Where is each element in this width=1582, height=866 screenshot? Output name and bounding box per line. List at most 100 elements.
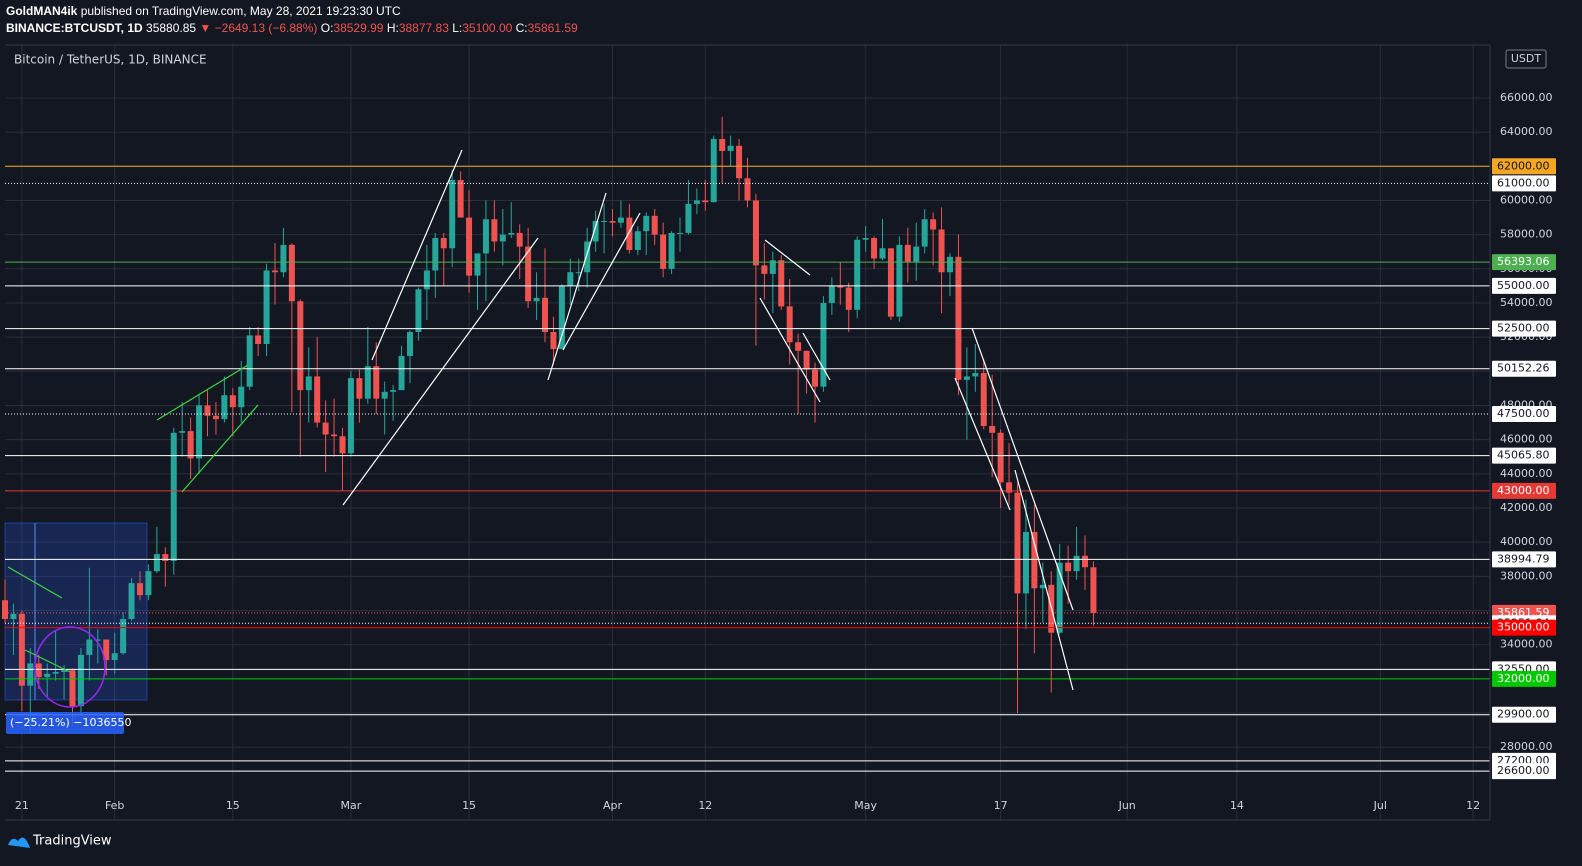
y-tick-label: 42000.00 [1500, 501, 1553, 514]
candle-body [339, 436, 346, 454]
level-label: 43000.00 [1497, 484, 1550, 497]
candle-body [542, 297, 548, 333]
candle-body [1022, 531, 1029, 594]
candle-body [786, 306, 793, 343]
candle-body [27, 663, 34, 686]
footer-brand: TradingView [32, 834, 112, 849]
candle-body [972, 373, 979, 377]
y-tick-label: 28000.00 [1500, 740, 1553, 753]
candle-body [719, 138, 726, 151]
candle-body [634, 231, 641, 251]
level-label: 52500.00 [1497, 322, 1550, 335]
candle-body [803, 350, 810, 370]
trend-line [156, 364, 249, 421]
published: published on TradingView.com, May 28, 20… [81, 4, 401, 18]
candle-body [617, 217, 624, 223]
candle-body [111, 653, 118, 661]
trend-line [759, 297, 821, 403]
candle-body [153, 554, 160, 572]
highlight-circle [34, 626, 106, 708]
candle-body [432, 238, 439, 271]
candle-body [347, 378, 354, 454]
candle-body [373, 366, 380, 399]
level-label-box [1492, 706, 1556, 723]
candle-body [204, 405, 211, 416]
y-tick-label: 60000.00 [1500, 193, 1553, 206]
axes: 28000.0030000.0032000.0034000.0036000.00… [15, 91, 1556, 812]
currency-badge [1505, 49, 1547, 69]
x-tick-label: 15 [226, 799, 240, 812]
trend-line [547, 192, 607, 381]
candle-body [423, 270, 430, 290]
candle-body [685, 203, 692, 233]
levels [5, 165, 1490, 772]
trend-line [1014, 469, 1074, 691]
candle-body [440, 238, 447, 249]
y-tick-label: 40000.00 [1500, 535, 1553, 548]
candle-body [356, 378, 363, 399]
candle-body [52, 671, 59, 674]
level-label: 29900.00 [1497, 708, 1550, 721]
ohlc-value: 35100.00 [462, 21, 512, 35]
candle-body [69, 670, 76, 707]
candle-body [288, 244, 295, 302]
candles [2, 116, 1097, 734]
trend-line [562, 212, 641, 351]
x-tick-label: Mar [341, 799, 362, 812]
level-label-box [1492, 763, 1556, 780]
drawings [7, 149, 1074, 708]
level-label-box [1492, 277, 1556, 294]
candle-body [187, 431, 194, 459]
level-label-box [1492, 482, 1556, 499]
candle-body [1039, 584, 1046, 589]
candle-body [390, 390, 397, 392]
last-price: 35880.85 [146, 21, 196, 35]
candle-body [263, 270, 270, 344]
ohlc-value: 38877.83 [399, 21, 449, 35]
trend-line [24, 649, 71, 673]
x-tick-label: Apr [603, 799, 623, 812]
candle-body [482, 219, 489, 254]
x-tick-label: 12 [1466, 799, 1480, 812]
candle-body [212, 415, 219, 420]
candle-body [272, 270, 278, 273]
candle-body [35, 663, 42, 678]
candle-body [77, 654, 84, 707]
candle-body [128, 583, 135, 620]
level-label: 56393.06 [1497, 255, 1550, 268]
candle-body [305, 376, 312, 391]
candle-body [820, 302, 827, 387]
y-tick-label: 38000.00 [1500, 569, 1553, 582]
candle-body [963, 376, 970, 380]
measure-box [4, 522, 148, 701]
candle-body [896, 244, 903, 317]
candle-body [525, 246, 532, 302]
candle-body [997, 432, 1004, 483]
trend-line [181, 404, 259, 493]
candle-body [1056, 562, 1063, 633]
y-tick-label: 64000.00 [1500, 125, 1553, 138]
level-label-box [1492, 406, 1556, 423]
candle-body [989, 425, 996, 433]
level-label-box [1492, 447, 1556, 464]
candle-body [854, 239, 861, 310]
level-label: 45065.80 [1497, 449, 1550, 462]
candle-body [584, 241, 591, 273]
candle-body [499, 234, 506, 242]
x-tick-label: 21 [15, 799, 29, 812]
candle-body [947, 256, 953, 273]
candle-body [314, 376, 321, 423]
candle-body [677, 232, 683, 234]
candle-body [812, 369, 818, 387]
candle-body [651, 215, 658, 235]
x-tick-label: 15 [462, 799, 476, 812]
candle-body [297, 301, 304, 391]
candle-body [246, 335, 253, 387]
trend-line [371, 149, 463, 361]
y-tick-label: 66000.00 [1500, 91, 1553, 104]
candle-body [137, 583, 143, 596]
candle-body [913, 246, 920, 262]
candle-body [558, 285, 565, 350]
chart-title: Bitcoin / TetherUS, 1D, BINANCE [14, 53, 207, 67]
candle-body [364, 366, 371, 399]
